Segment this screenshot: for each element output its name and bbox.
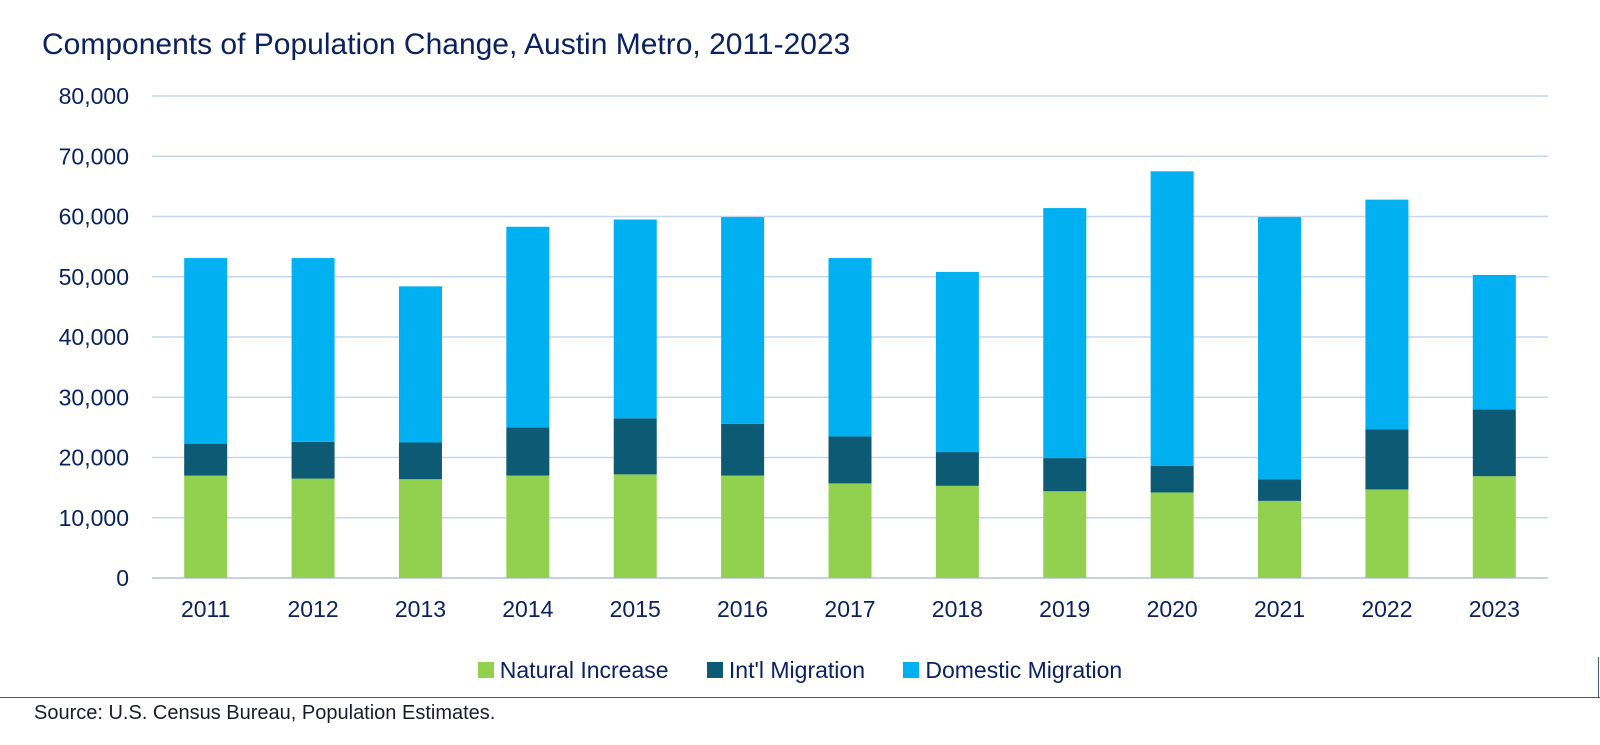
source-note: Source: U.S. Census Bureau, Population E… xyxy=(34,702,496,724)
legend-item-intl-migration[interactable]: Int'l Migration xyxy=(706,656,865,684)
y-tick-label: 80,000 xyxy=(59,83,129,109)
x-tick-label: 2020 xyxy=(1147,596,1198,622)
bar-2011-int-l-migration[interactable] xyxy=(184,443,228,476)
bar-2012-natural-increase[interactable] xyxy=(291,478,335,578)
y-tick-label: 70,000 xyxy=(59,143,129,169)
legend-label: Domestic Migration xyxy=(925,657,1123,683)
x-tick-label: 2012 xyxy=(287,596,338,622)
x-axis-ticks: 2011 2012 2013 2014 2015 2016 2017 2018 2019 2020… xyxy=(181,596,1520,622)
legend-swatch-domestic-migration xyxy=(903,662,920,678)
bar-2022-natural-increase[interactable] xyxy=(1365,489,1409,578)
bar-2020-natural-increase[interactable] xyxy=(1150,492,1194,578)
source-divider-edge xyxy=(1598,657,1599,698)
bar-2016-natural-increase[interactable] xyxy=(721,475,765,578)
bar-2019-natural-increase[interactable] xyxy=(1043,491,1087,578)
bar-2018-natural-increase[interactable] xyxy=(935,485,979,578)
y-axis-ticks: 0 10,000 20,000 30,000 40,000 50,000 60,000 70,… xyxy=(59,83,129,591)
x-tick-label: 2021 xyxy=(1254,596,1305,622)
chart-plot: 0 10,000 20,000 30,000 40,000 50,000 60,000 70,… xyxy=(59,83,1548,622)
bar-2015-int-l-migration[interactable] xyxy=(613,418,657,475)
bar-2021-int-l-migration[interactable] xyxy=(1258,479,1302,501)
bar-2013-natural-increase[interactable] xyxy=(398,479,442,578)
bar-2013-int-l-migration[interactable] xyxy=(398,442,442,480)
y-tick-label: 0 xyxy=(116,565,129,591)
legend-item-domestic-migration[interactable]: Domestic Migration xyxy=(903,656,1122,684)
bar-2013-domestic-migration[interactable] xyxy=(398,286,442,443)
bar-2017-int-l-migration[interactable] xyxy=(828,436,872,484)
y-tick-label: 30,000 xyxy=(59,384,129,410)
legend-label: Int'l Migration xyxy=(728,657,865,683)
bar-2016-int-l-migration[interactable] xyxy=(721,423,765,476)
x-tick-label: 2022 xyxy=(1361,596,1412,622)
x-tick-label: 2018 xyxy=(932,596,983,622)
bar-2012-int-l-migration[interactable] xyxy=(291,441,335,479)
bar-2023-natural-increase[interactable] xyxy=(1472,476,1516,578)
bar-2017-domestic-migration[interactable] xyxy=(828,258,872,437)
y-tick-label: 60,000 xyxy=(59,204,129,230)
bar-2023-int-l-migration[interactable] xyxy=(1472,409,1516,477)
bar-2018-int-l-migration[interactable] xyxy=(935,452,979,486)
source-divider xyxy=(0,697,1600,698)
y-tick-label: 10,000 xyxy=(59,505,129,531)
bar-2014-int-l-migration[interactable] xyxy=(506,427,550,476)
bar-2022-domestic-migration[interactable] xyxy=(1365,199,1409,430)
x-tick-label: 2019 xyxy=(1039,596,1090,622)
bar-2014-domestic-migration[interactable] xyxy=(506,226,550,428)
x-tick-label: 2011 xyxy=(181,596,230,622)
legend-label: Natural Increase xyxy=(499,657,669,683)
bar-2011-natural-increase[interactable] xyxy=(184,475,228,578)
chart-title: Components of Population Change, Austin … xyxy=(42,28,851,61)
x-tick-label: 2023 xyxy=(1469,596,1520,622)
legend-swatch-intl-migration xyxy=(706,662,723,678)
bar-2011-domestic-migration[interactable] xyxy=(184,258,228,444)
bar-2017-natural-increase[interactable] xyxy=(828,483,872,578)
bars xyxy=(184,171,1516,578)
bar-2022-int-l-migration[interactable] xyxy=(1365,429,1409,490)
legend-item-natural-increase[interactable]: Natural Increase xyxy=(477,656,669,684)
bar-2012-domestic-migration[interactable] xyxy=(291,258,335,442)
bar-2019-int-l-migration[interactable] xyxy=(1043,458,1087,492)
x-tick-label: 2015 xyxy=(610,596,661,622)
y-tick-label: 20,000 xyxy=(59,445,129,471)
legend-swatch-natural-increase xyxy=(477,662,494,678)
bar-2021-natural-increase[interactable] xyxy=(1258,500,1302,578)
bar-2019-domestic-migration[interactable] xyxy=(1043,208,1087,459)
bar-2018-domestic-migration[interactable] xyxy=(935,271,979,453)
bar-2021-domestic-migration[interactable] xyxy=(1258,217,1302,480)
bar-2015-natural-increase[interactable] xyxy=(613,474,657,578)
x-tick-label: 2016 xyxy=(717,596,768,622)
x-tick-label: 2017 xyxy=(824,596,875,622)
bar-2014-natural-increase[interactable] xyxy=(506,475,550,578)
y-tick-label: 40,000 xyxy=(59,324,129,350)
bar-2023-domestic-migration[interactable] xyxy=(1472,274,1516,410)
bar-2020-int-l-migration[interactable] xyxy=(1150,465,1194,493)
bar-2015-domestic-migration[interactable] xyxy=(613,219,657,419)
legend: Natural Increase Int'l Migration Domesti… xyxy=(0,656,1600,684)
bar-2016-domestic-migration[interactable] xyxy=(721,217,765,424)
y-tick-label: 50,000 xyxy=(59,264,129,290)
x-tick-label: 2014 xyxy=(502,596,553,622)
x-tick-label: 2013 xyxy=(395,596,446,622)
bar-2020-domestic-migration[interactable] xyxy=(1150,171,1194,466)
